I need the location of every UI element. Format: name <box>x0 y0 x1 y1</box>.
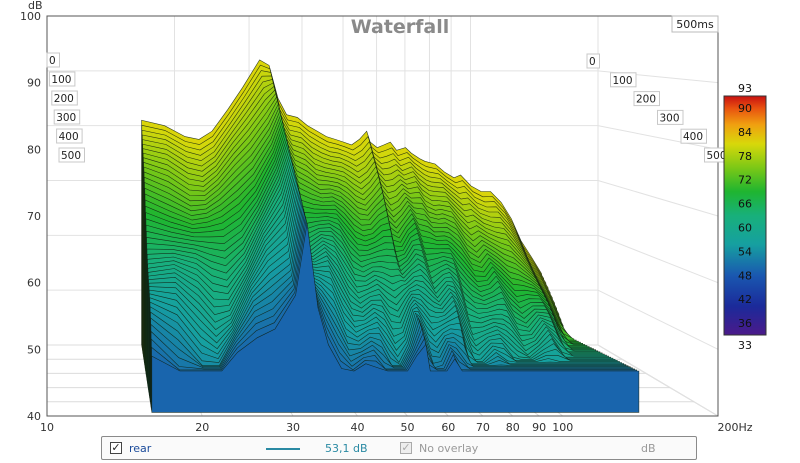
time-label-box-right <box>610 72 637 88</box>
waterfall-surface <box>141 59 640 413</box>
overlay-checkbox[interactable]: ✓ <box>400 441 412 454</box>
y-tick-label: 100 <box>20 10 41 23</box>
chart-title: Waterfall <box>351 16 450 38</box>
y-tick-label: 40 <box>27 410 41 423</box>
time-tick-label-left: 400 <box>59 131 79 143</box>
colorbar-tick-label: 90 <box>738 102 752 115</box>
x-tick-label: 70 <box>476 421 490 434</box>
x-tick-label: 10 <box>40 421 54 434</box>
colorbar-tick-label: 66 <box>738 198 752 211</box>
time-label-box-left <box>48 71 76 87</box>
colorbar-max-label: 93 <box>738 82 752 95</box>
colorbar-tick-label: 48 <box>738 269 752 282</box>
time-label-box-right <box>657 109 684 125</box>
time-tick-label-left: 200 <box>54 93 74 105</box>
time-window-box <box>671 15 719 33</box>
y-tick-label: 70 <box>27 210 41 223</box>
plot-frame <box>46 15 719 417</box>
x-tick-label: 40 <box>351 421 365 434</box>
colorbar-tick-label: 54 <box>738 245 752 258</box>
time-label-box-left <box>46 52 60 68</box>
legend-rear-label: rear <box>129 442 152 455</box>
y-tick-label: 90 <box>27 77 41 90</box>
axes <box>46 15 719 417</box>
x-tick-label: 50 <box>400 421 414 434</box>
x-tick-label: 30 <box>286 421 300 434</box>
y-tick-label: 50 <box>27 343 41 356</box>
time-tick-label-right: 100 <box>613 75 633 87</box>
time-label-box-left <box>53 109 81 125</box>
x-tick-label: 100 <box>552 421 573 434</box>
x-tick-label: 60 <box>441 421 455 434</box>
x-tick-label: 80 <box>506 421 520 434</box>
y-tick-label: 60 <box>27 277 41 290</box>
time-label-box-right <box>680 128 707 144</box>
waterfall-slice <box>151 222 640 413</box>
x-tick-label: 200Hz <box>717 421 752 434</box>
colorbar-tick-label: 60 <box>738 221 752 234</box>
time-tick-label-right: 500 <box>707 150 727 162</box>
legend-bar: ✓ rear 53,1 dB ✓ No overlay dB <box>101 436 697 460</box>
y-tick-label: 80 <box>27 143 41 156</box>
legend-rear-line-swatch <box>266 448 300 450</box>
colorbar-tick-label: 42 <box>738 293 752 306</box>
time-label-box-left <box>56 128 83 144</box>
x-tick-label: 20 <box>195 421 209 434</box>
time-tick-label-left: 300 <box>56 112 76 124</box>
time-tick-label-right: 200 <box>636 94 656 106</box>
colorbar: 90 84 78 72 66 60 54 48 42 36 93 33 <box>723 82 767 352</box>
side-gridline <box>597 125 719 150</box>
time-label-box-left <box>51 90 78 106</box>
time-tick-label-right: 0 <box>589 56 596 68</box>
colorbar-tick-label: 72 <box>738 174 752 187</box>
colorbar-min-label: 33 <box>738 339 752 352</box>
rear-checkbox[interactable]: ✓ <box>110 441 122 454</box>
time-tick-label-left: 500 <box>61 150 81 162</box>
time-tick-label-right: 400 <box>683 131 703 143</box>
y-axis-unit-label: dB <box>28 0 43 12</box>
x-tick-label: 90 <box>532 421 546 434</box>
time-label-box-left <box>58 147 85 163</box>
side-gridline <box>597 180 719 217</box>
time-label-box-right <box>633 91 660 107</box>
colorbar-tick-label: 78 <box>738 150 752 163</box>
time-tick-label-left: 0 <box>49 55 56 67</box>
side-gridline <box>597 289 719 350</box>
legend-overlay-unit: dB <box>641 442 656 455</box>
time-tick-label-right: 300 <box>660 112 680 124</box>
colorbar-tick-label: 84 <box>738 126 752 139</box>
time-tick-label-left: 100 <box>51 74 71 86</box>
legend-overlay-label: No overlay <box>419 442 479 455</box>
side-gridline <box>597 344 719 417</box>
colorbar-gradient <box>723 95 767 336</box>
side-gridline <box>597 234 719 284</box>
legend-rear-value: 53,1 dB <box>325 442 368 455</box>
time-label-box-right <box>586 53 600 69</box>
colorbar-tick-label: 36 <box>738 317 752 330</box>
time-window-label: 500ms <box>676 18 714 31</box>
